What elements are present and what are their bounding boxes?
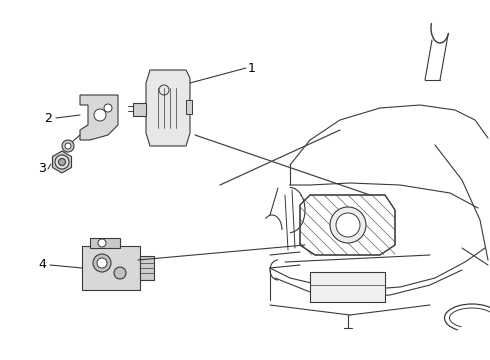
Text: 1: 1 <box>248 62 256 75</box>
Circle shape <box>104 104 112 112</box>
Circle shape <box>58 158 66 166</box>
Polygon shape <box>52 151 72 173</box>
Circle shape <box>93 254 111 272</box>
Polygon shape <box>146 70 190 146</box>
Bar <box>90 238 120 248</box>
Circle shape <box>330 207 366 243</box>
Bar <box>310 272 385 302</box>
Text: 4: 4 <box>38 258 46 271</box>
Circle shape <box>97 258 107 268</box>
Text: 2: 2 <box>44 112 52 125</box>
Text: 3: 3 <box>38 162 46 175</box>
Polygon shape <box>133 103 146 116</box>
Bar <box>186 100 192 114</box>
Polygon shape <box>300 195 395 255</box>
Polygon shape <box>80 95 118 140</box>
Circle shape <box>336 213 360 237</box>
Circle shape <box>55 155 69 169</box>
Circle shape <box>114 267 126 279</box>
Bar <box>140 256 154 280</box>
Circle shape <box>65 143 71 149</box>
Circle shape <box>94 109 106 121</box>
Circle shape <box>62 140 74 152</box>
Circle shape <box>98 239 106 247</box>
Bar <box>82 246 140 290</box>
